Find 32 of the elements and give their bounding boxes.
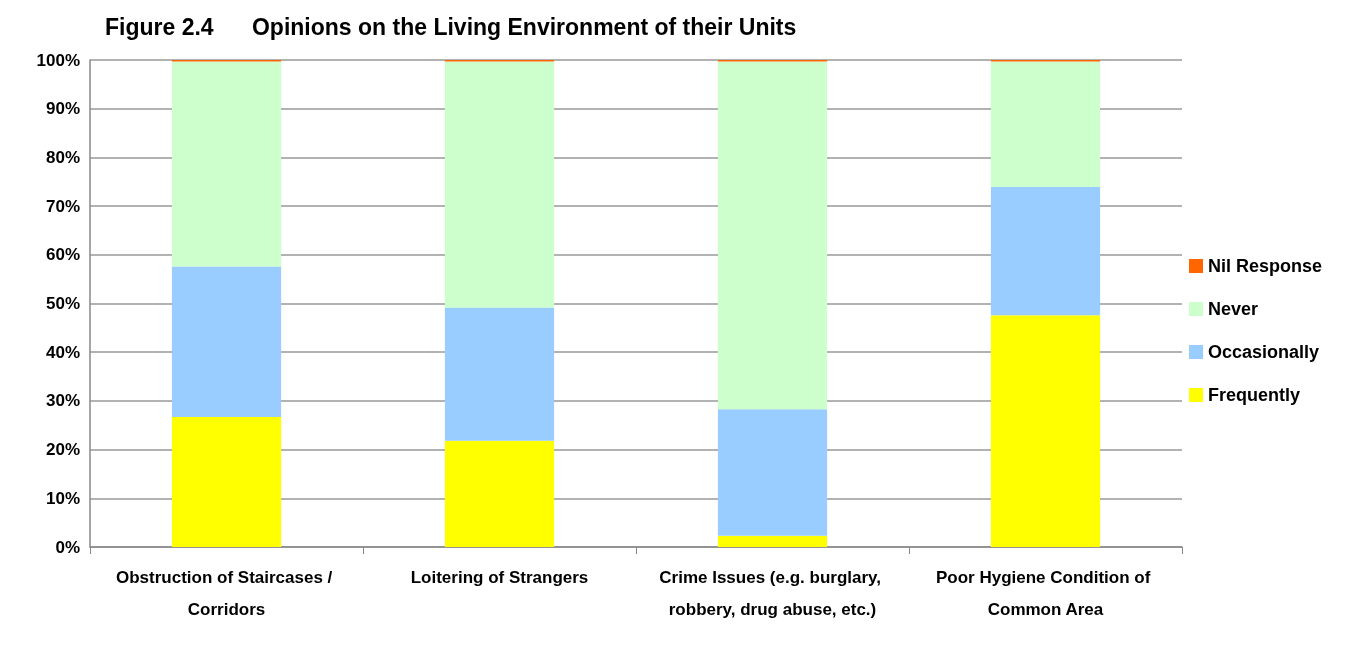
- bar: [171, 61, 282, 267]
- bar: [444, 440, 555, 547]
- bar: [717, 409, 828, 536]
- bar: [171, 266, 282, 417]
- bar: [717, 61, 828, 410]
- bar: [990, 61, 1101, 188]
- y-tick-label: 70%: [45, 196, 80, 216]
- legend-label: Nil Response: [1208, 256, 1323, 276]
- y-tick-label: 10%: [45, 488, 80, 508]
- y-tick-label: 40%: [45, 342, 80, 362]
- y-tick-label: 30%: [45, 391, 80, 411]
- bar: [717, 535, 828, 547]
- x-tick-label: Crime Issues (e.g. burglary, robbery, drug abuse, etc.): [659, 567, 886, 619]
- bar: [990, 315, 1101, 547]
- y-tick-label: 0%: [55, 537, 80, 557]
- legend-label: Never: [1208, 299, 1259, 319]
- legend-label: Frequently: [1208, 385, 1301, 405]
- y-tick-label: 60%: [45, 245, 80, 265]
- x-tick-label: Loitering of Strangers: [410, 567, 589, 587]
- chart-title: Figure 2.4 Opinions on the Living Environment of their Units: [105, 13, 797, 40]
- y-tick-label: 80%: [45, 147, 80, 167]
- x-tick-label: Poor Hygiene Condition of Common Area: [935, 567, 1156, 619]
- y-tick-label: 50%: [45, 294, 80, 313]
- bar: [444, 61, 555, 308]
- bar: [444, 307, 555, 441]
- legend-label: Occasionally: [1208, 342, 1320, 362]
- x-tick-label: Obstruction of Staircases / Corridors: [115, 567, 338, 619]
- bar: [171, 416, 282, 547]
- y-tick-label: 20%: [45, 440, 80, 460]
- y-tick-label: 90%: [45, 99, 80, 119]
- bar: [990, 187, 1101, 316]
- y-tick-label: 100%: [36, 50, 80, 70]
